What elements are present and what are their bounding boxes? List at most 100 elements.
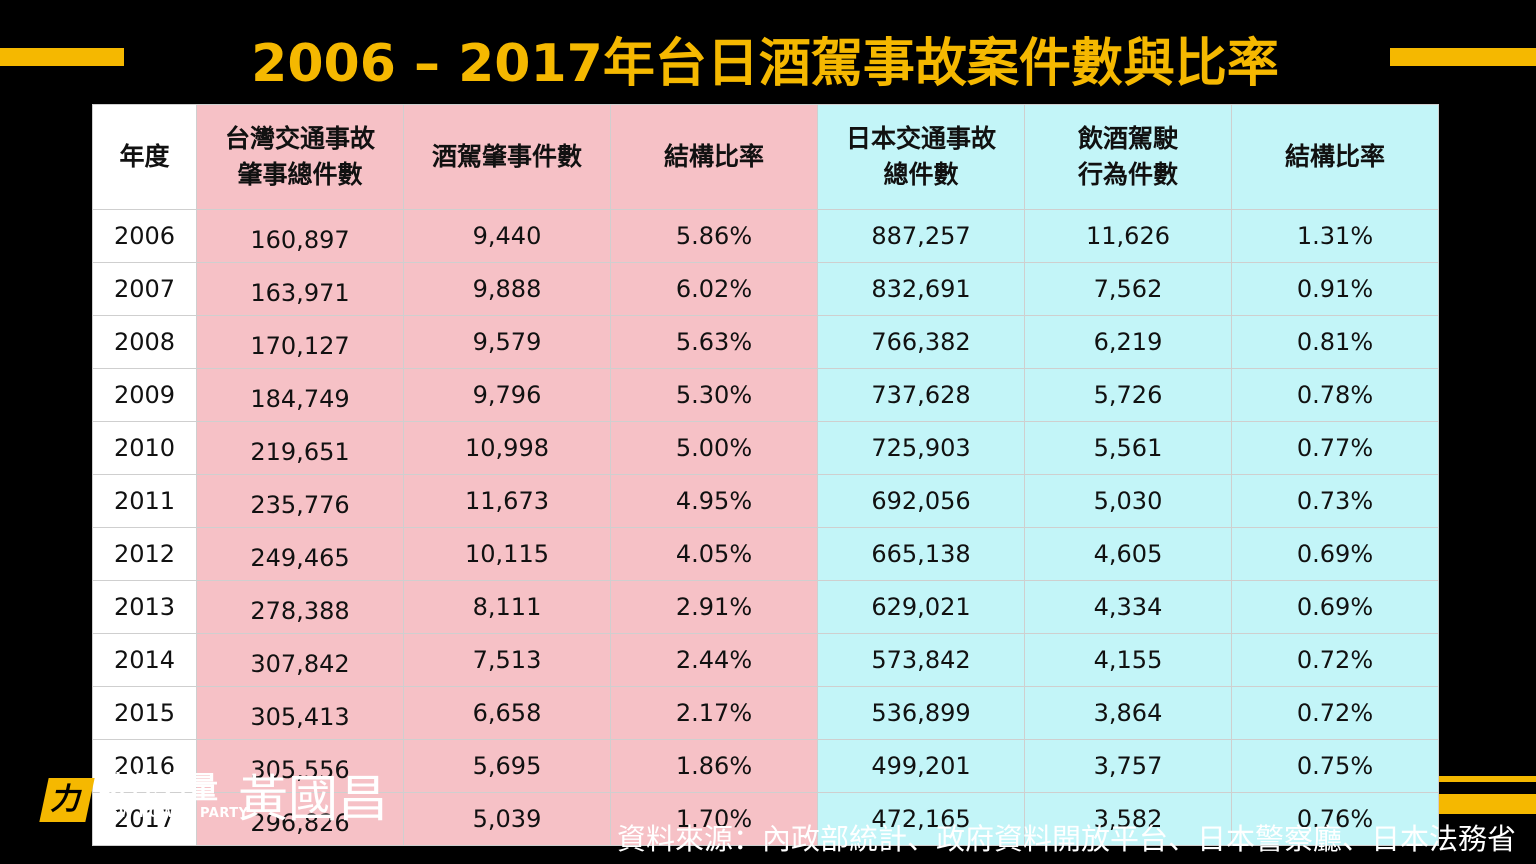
data-table: 年度 台灣交通事故 肇事總件數 酒駕肇事件數 結構比率 日本交通事故 總件數 飲酒駕駛 行為件數… xyxy=(92,104,1439,846)
party-logo-icon: 力 xyxy=(39,778,95,822)
table-row: 2008 170,127 9,579 5.63% 766,382 6,219 0.81% xyxy=(92,315,1439,369)
title-bar-left xyxy=(0,48,124,66)
value-cell: 4,155 xyxy=(1024,633,1232,687)
value-cell: 0.69% xyxy=(1231,580,1439,634)
value-cell: 0.72% xyxy=(1231,633,1439,687)
value-cell: 5,030 xyxy=(1024,474,1232,528)
table-row: 2014 307,842 7,513 2.44% 573,842 4,155 0.72% xyxy=(92,633,1439,687)
column-header-line: 肇事總件數 xyxy=(237,160,363,189)
column-header: 結構比率 xyxy=(610,104,818,210)
value-cell: 7,513 xyxy=(403,633,611,687)
value-cell: 11,626 xyxy=(1024,209,1232,263)
year-cell: 2015 xyxy=(92,686,197,740)
value-cell: 629,021 xyxy=(817,580,1025,634)
value-cell: 0.75% xyxy=(1231,739,1439,793)
column-header-line: 結構比率 xyxy=(663,142,764,171)
value-cell: 160,897 xyxy=(196,209,404,263)
year-cell: 2011 xyxy=(92,474,197,528)
value-cell: 2.91% xyxy=(610,580,818,634)
party-name-en: NEW POWER PARTY xyxy=(98,806,249,821)
column-header-line: 結構比率 xyxy=(1284,142,1385,171)
value-cell: 9,440 xyxy=(403,209,611,263)
value-cell: 3,864 xyxy=(1024,686,1232,740)
value-cell: 5,726 xyxy=(1024,368,1232,422)
value-cell: 7,562 xyxy=(1024,262,1232,316)
value-cell: 887,257 xyxy=(817,209,1025,263)
value-cell: 6,658 xyxy=(403,686,611,740)
value-cell: 0.78% xyxy=(1231,368,1439,422)
table-row: 2012 249,465 10,115 4.05% 665,138 4,605 0.69% xyxy=(92,527,1439,581)
year-cell: 2009 xyxy=(92,368,197,422)
year-cell: 2010 xyxy=(92,421,197,475)
value-cell: 10,998 xyxy=(403,421,611,475)
column-header: 酒駕肇事件數 xyxy=(403,104,611,210)
table-header-row: 年度 台灣交通事故 肇事總件數 酒駕肇事件數 結構比率 日本交通事故 總件數 飲酒駕駛 行為件數… xyxy=(92,104,1439,210)
column-header-line: 行為件數 xyxy=(1077,160,1178,189)
value-cell: 163,971 xyxy=(196,262,404,316)
value-cell: 0.72% xyxy=(1231,686,1439,740)
year-cell: 2014 xyxy=(92,633,197,687)
column-header: 飲酒駕駛 行為件數 xyxy=(1024,104,1232,210)
value-cell: 8,111 xyxy=(403,580,611,634)
value-cell: 1.31% xyxy=(1231,209,1439,263)
value-cell: 1.70% xyxy=(610,792,818,846)
value-cell: 499,201 xyxy=(817,739,1025,793)
value-cell: 249,465 xyxy=(196,527,404,581)
table-row: 2016 305,556 5,695 1.86% 499,201 3,757 0.75% xyxy=(92,739,1439,793)
party-name: 時代力量 xyxy=(98,771,218,806)
value-cell: 6.02% xyxy=(610,262,818,316)
value-cell: 832,691 xyxy=(817,262,1025,316)
table-row: 2013 278,388 8,111 2.91% 629,021 4,334 0.69% xyxy=(92,580,1439,634)
value-cell: 4,605 xyxy=(1024,527,1232,581)
value-cell: 170,127 xyxy=(196,315,404,369)
value-cell: 307,842 xyxy=(196,633,404,687)
table-row: 2017 296,826 5,039 1.70% 472,165 3,582 0.76% xyxy=(92,792,1439,846)
value-cell: 1.86% xyxy=(610,739,818,793)
column-header-line: 酒駕肇事件數 xyxy=(431,142,582,171)
value-cell: 10,115 xyxy=(403,527,611,581)
column-header: 年度 xyxy=(92,104,197,210)
value-cell: 9,796 xyxy=(403,368,611,422)
value-cell: 0.69% xyxy=(1231,527,1439,581)
value-cell: 0.81% xyxy=(1231,315,1439,369)
column-header: 日本交通事故 總件數 xyxy=(817,104,1025,210)
value-cell: 5,695 xyxy=(403,739,611,793)
value-cell: 0.77% xyxy=(1231,421,1439,475)
source-note: 資料來源：內政部統計、政府資料開放平台、日本警察廳、日本法務省 xyxy=(616,822,1516,856)
value-cell: 305,413 xyxy=(196,686,404,740)
table-row: 2010 219,651 10,998 5.00% 725,903 5,561 0.77% xyxy=(92,421,1439,475)
value-cell: 2.44% xyxy=(610,633,818,687)
table-row: 2015 305,413 6,658 2.17% 536,899 3,864 0.72% xyxy=(92,686,1439,740)
year-cell: 2013 xyxy=(92,580,197,634)
value-cell: 0.91% xyxy=(1231,262,1439,316)
value-cell: 278,388 xyxy=(196,580,404,634)
table-row: 2009 184,749 9,796 5.30% 737,628 5,726 0.78% xyxy=(92,368,1439,422)
value-cell: 5.63% xyxy=(610,315,818,369)
value-cell: 305,556 xyxy=(196,739,404,793)
value-cell: 766,382 xyxy=(817,315,1025,369)
table-body: 2006 160,897 9,440 5.86% 887,257 11,626 1.31% 2… xyxy=(92,209,1439,846)
value-cell: 725,903 xyxy=(817,421,1025,475)
year-cell: 2016 xyxy=(92,739,197,793)
value-cell: 219,651 xyxy=(196,421,404,475)
year-cell: 2012 xyxy=(92,527,197,581)
value-cell: 3,757 xyxy=(1024,739,1232,793)
table-row: 2007 163,971 9,888 6.02% 832,691 7,562 0.91% xyxy=(92,262,1439,316)
column-header-line: 台灣交通事故 xyxy=(224,124,375,153)
year-cell: 2006 xyxy=(92,209,197,263)
year-cell: 2008 xyxy=(92,315,197,369)
year-cell: 2017 xyxy=(92,792,197,846)
table-row: 2011 235,776 11,673 4.95% 692,056 5,030 0.73% xyxy=(92,474,1439,528)
value-cell: 0.73% xyxy=(1231,474,1439,528)
value-cell: 11,673 xyxy=(403,474,611,528)
value-cell: 296,826 xyxy=(196,792,404,846)
value-cell: 235,776 xyxy=(196,474,404,528)
value-cell: 9,888 xyxy=(403,262,611,316)
value-cell: 5,039 xyxy=(403,792,611,846)
value-cell: 573,842 xyxy=(817,633,1025,687)
column-header: 結構比率 xyxy=(1231,104,1439,210)
value-cell: 737,628 xyxy=(817,368,1025,422)
title-bar-right xyxy=(1390,48,1536,66)
value-cell: 9,579 xyxy=(403,315,611,369)
value-cell: 692,056 xyxy=(817,474,1025,528)
